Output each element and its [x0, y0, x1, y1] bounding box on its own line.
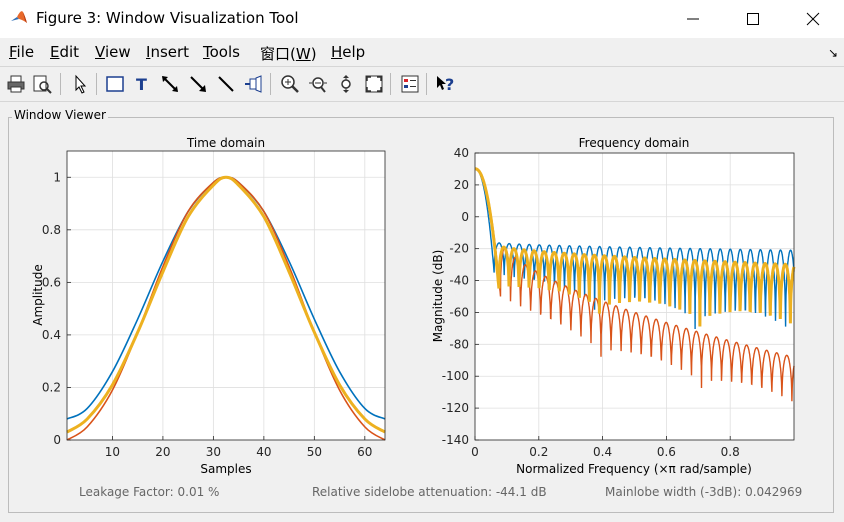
x-tick-label: 0.4 [593, 445, 612, 459]
window-title: Figure 3: Window Visualization Tool [36, 9, 299, 27]
pin-icon [245, 75, 262, 93]
close-button[interactable] [784, 0, 842, 38]
pan-button[interactable] [334, 72, 358, 96]
menu-help[interactable]: Help [331, 43, 366, 61]
y-tick-label: -100 [442, 369, 469, 383]
double-arrow-icon [162, 76, 178, 92]
x-tick-label: 0 [471, 445, 479, 459]
y-tick-label: -20 [449, 242, 469, 256]
x-tick-label: 60 [357, 445, 372, 459]
x-tick-label: 20 [155, 445, 170, 459]
insert-text-button[interactable]: T [131, 72, 155, 96]
frequency-domain-ylabel: Magnitude (dB) [431, 250, 445, 343]
y-tick-label: -80 [449, 337, 469, 351]
time-plot-area [67, 151, 385, 440]
panel-title: Window Viewer [12, 108, 108, 122]
x-tick-label: 30 [206, 445, 221, 459]
time-series-line-3 [66, 175, 386, 434]
zoom-in-button[interactable] [278, 72, 302, 96]
y-tick-label: -60 [449, 305, 469, 319]
x-tick-label: 50 [307, 445, 322, 459]
zoom-fit-icon [365, 75, 383, 93]
menu-file[interactable]: File [9, 43, 35, 61]
sidelobe-attenuation-text: Relative sidelobe attenuation: -44.1 dB [312, 485, 547, 499]
time-domain-axes[interactable]: 10 20 30 40 50 60 0 0.2 0.4 0.6 0.8 1 Time domain S… [31, 136, 386, 476]
window-viewer-panel [8, 117, 834, 513]
pin-button[interactable] [242, 72, 266, 96]
freq-axes-box [474, 152, 795, 441]
menu-insert[interactable]: Insert [146, 43, 190, 61]
zoom-out-button[interactable] [306, 72, 330, 96]
x-tick-label: 10 [105, 445, 120, 459]
y-tick-label: 0 [53, 433, 61, 447]
zoom-out-icon [309, 77, 327, 93]
time-domain-ylabel: Amplitude [31, 264, 45, 326]
x-tick-label: 0.6 [657, 445, 676, 459]
frequency-domain-title: Frequency domain [579, 136, 690, 150]
whats-this-button[interactable]: ? [434, 72, 458, 96]
arrow-icon [190, 76, 206, 92]
matlab-logo-icon [11, 11, 27, 23]
x-tick-label: 0.8 [721, 445, 740, 459]
minimize-button[interactable] [664, 0, 722, 38]
svg-text:?: ? [445, 75, 454, 94]
menu-edit[interactable]: Edit [50, 43, 80, 61]
print-preview-icon [33, 75, 52, 94]
line-icon [218, 76, 234, 92]
rectangle-icon [106, 76, 124, 92]
y-tick-label: 20 [454, 178, 469, 192]
window-titlebar: Figure 3: Window Visualization Tool [0, 0, 844, 38]
maximize-button[interactable] [724, 0, 782, 38]
pan-icon [341, 75, 351, 93]
x-tick-label: 0.2 [529, 445, 548, 459]
print-icon [7, 75, 25, 93]
y-tick-label: 40 [454, 146, 469, 160]
close-icon [806, 12, 820, 26]
x-tick-label: 40 [256, 445, 271, 459]
frequency-domain-axes[interactable]: 0 0.2 0.4 0.6 0.8 -140 -120 -100 -80 -60 -40 -20 0 20… [431, 136, 796, 476]
time-domain-xlabel: Samples [200, 462, 251, 476]
y-tick-label: 1 [53, 170, 61, 184]
y-tick-label: 0.8 [42, 223, 61, 237]
menu-tools[interactable]: Tools [203, 43, 240, 61]
maximize-icon [747, 13, 759, 25]
insert-rectangle-button[interactable] [103, 72, 127, 96]
y-tick-label: 0 [461, 210, 469, 224]
zoom-in-icon [281, 75, 299, 93]
frequency-domain-xlabel: Normalized Frequency (×π rad/sample) [516, 462, 752, 476]
y-tick-label: -120 [442, 401, 469, 415]
time-axes-box [66, 150, 386, 441]
leakage-factor-text: Leakage Factor: 0.01 % [79, 485, 220, 499]
insert-double-arrow-button[interactable] [158, 72, 182, 96]
y-tick-label: 0.2 [42, 380, 61, 394]
print-preview-button[interactable] [30, 72, 54, 96]
whats-this-icon: ? [437, 75, 454, 94]
insert-arrow-button[interactable] [186, 72, 210, 96]
legend-icon [401, 75, 419, 93]
time-domain-title: Time domain [186, 136, 265, 150]
print-button[interactable] [4, 72, 28, 96]
text-insert-icon: T [136, 75, 147, 94]
minimize-icon [687, 18, 699, 20]
menu-window[interactable]: 窗口(W) [260, 45, 317, 63]
menu-view[interactable]: View [95, 43, 131, 61]
legend-button[interactable] [398, 72, 422, 96]
menu-bar: File Edit View Insert Tools 窗口(W) Help ↘ [0, 38, 844, 66]
mainlobe-width-text: Mainlobe width (-3dB): 0.042969 [605, 485, 803, 499]
pointer-icon [75, 74, 87, 94]
freq-series-line-3 [475, 167, 796, 327]
insert-line-button[interactable] [214, 72, 238, 96]
y-tick-label: -40 [449, 274, 469, 288]
pointer-button[interactable] [68, 72, 92, 96]
dock-figure-icon[interactable]: ↘ [827, 46, 838, 60]
y-tick-label: -140 [442, 433, 469, 447]
figure-toolbar: T ? [0, 66, 844, 102]
zoom-fit-button[interactable] [362, 72, 386, 96]
y-tick-label: 0.4 [42, 328, 61, 342]
y-tick-label: 0.6 [42, 275, 61, 289]
freq-series-line-1 [475, 168, 795, 330]
svg-text:T: T [136, 75, 147, 94]
